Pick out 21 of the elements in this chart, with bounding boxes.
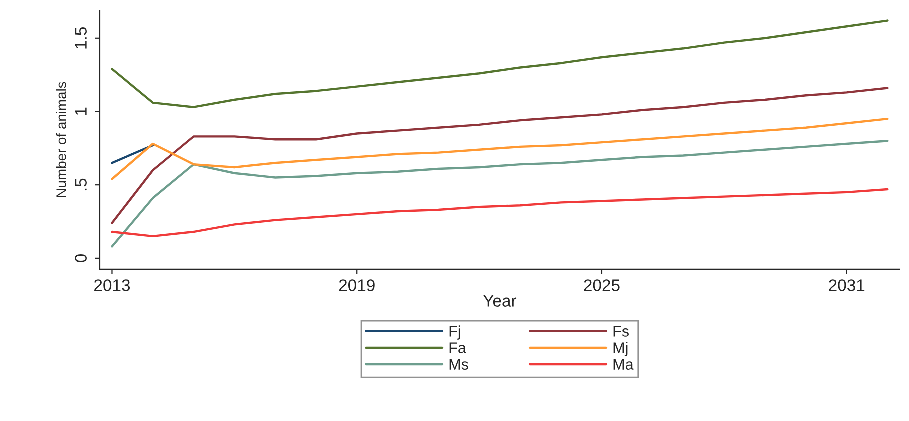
y-tick-label: .5 — [75, 178, 87, 191]
y-tick-label: 0 — [75, 254, 87, 262]
line-series — [111, 118, 889, 180]
legend-label: Fj — [450, 326, 460, 340]
x-tick-label: 2025 — [584, 280, 620, 292]
legend-label: Fa — [450, 342, 466, 354]
legend-label: Mj — [614, 342, 628, 356]
legend-label: Fs — [614, 326, 629, 337]
y-axis-title: Number of animals — [56, 82, 66, 198]
legend-label: Ms — [450, 359, 468, 370]
x-tick-label: 2031 — [829, 280, 865, 292]
y-tick-label: 1.5 — [75, 28, 87, 49]
x-tick-label: 2019 — [339, 280, 375, 292]
line-series — [111, 87, 889, 224]
x-axis-title: Year — [483, 295, 517, 307]
line-series — [111, 20, 889, 108]
line-series — [111, 140, 889, 248]
x-tick-label: 2013 — [94, 280, 130, 292]
line-series — [111, 188, 889, 238]
legend-label: Ma — [614, 359, 634, 370]
y-tick-label: 1 — [75, 108, 87, 116]
